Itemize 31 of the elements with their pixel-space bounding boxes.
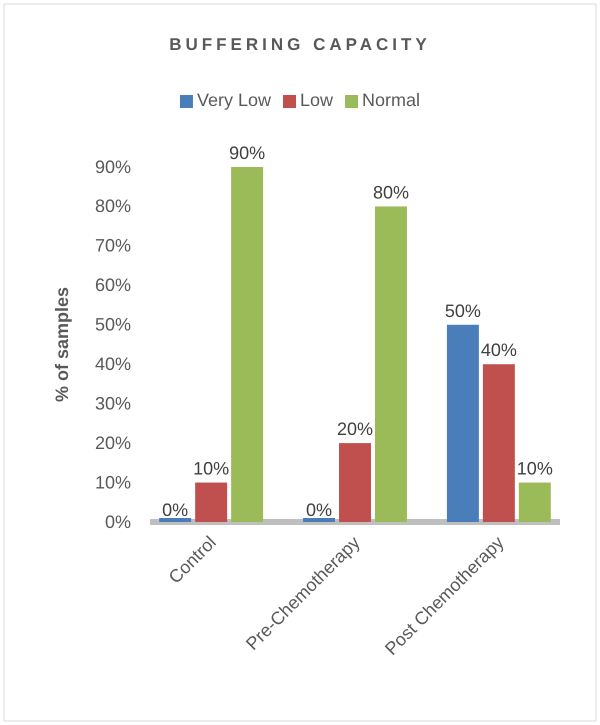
y-tick-label: 70% [94, 236, 131, 256]
y-tick-label: 50% [94, 314, 131, 335]
chart-title: BUFFERING CAPACITY [169, 35, 431, 54]
y-tick-label: 40% [94, 354, 131, 374]
data-label: 10% [193, 458, 230, 479]
y-tick-label: 90% [94, 156, 131, 177]
bar [518, 482, 551, 522]
y-tick-label: 60% [94, 275, 131, 296]
data-label: 20% [336, 419, 374, 440]
bar [482, 364, 515, 522]
data-label: 10% [516, 458, 553, 479]
y-tick-label: 10% [94, 472, 131, 492]
bar [231, 167, 264, 522]
data-label: 90% [229, 143, 266, 163]
legend-label: Very Low [196, 90, 272, 110]
bar [339, 443, 371, 522]
data-label: 0% [306, 500, 332, 520]
y-tick-label: 30% [94, 393, 131, 414]
y-tick-label: 20% [94, 432, 131, 453]
bar [195, 482, 228, 522]
data-label: 40% [480, 340, 517, 360]
y-tick-label: 0% [104, 512, 131, 532]
data-label: 80% [372, 182, 409, 202]
legend-label: Normal [362, 90, 420, 110]
bar [446, 324, 479, 522]
legend-label: Low [300, 90, 334, 110]
y-tick-label: 80% [94, 196, 131, 216]
y-axis-title: % of samples [52, 286, 72, 402]
data-label: 50% [444, 300, 481, 321]
data-label: 0% [162, 500, 188, 520]
bar [374, 206, 407, 522]
